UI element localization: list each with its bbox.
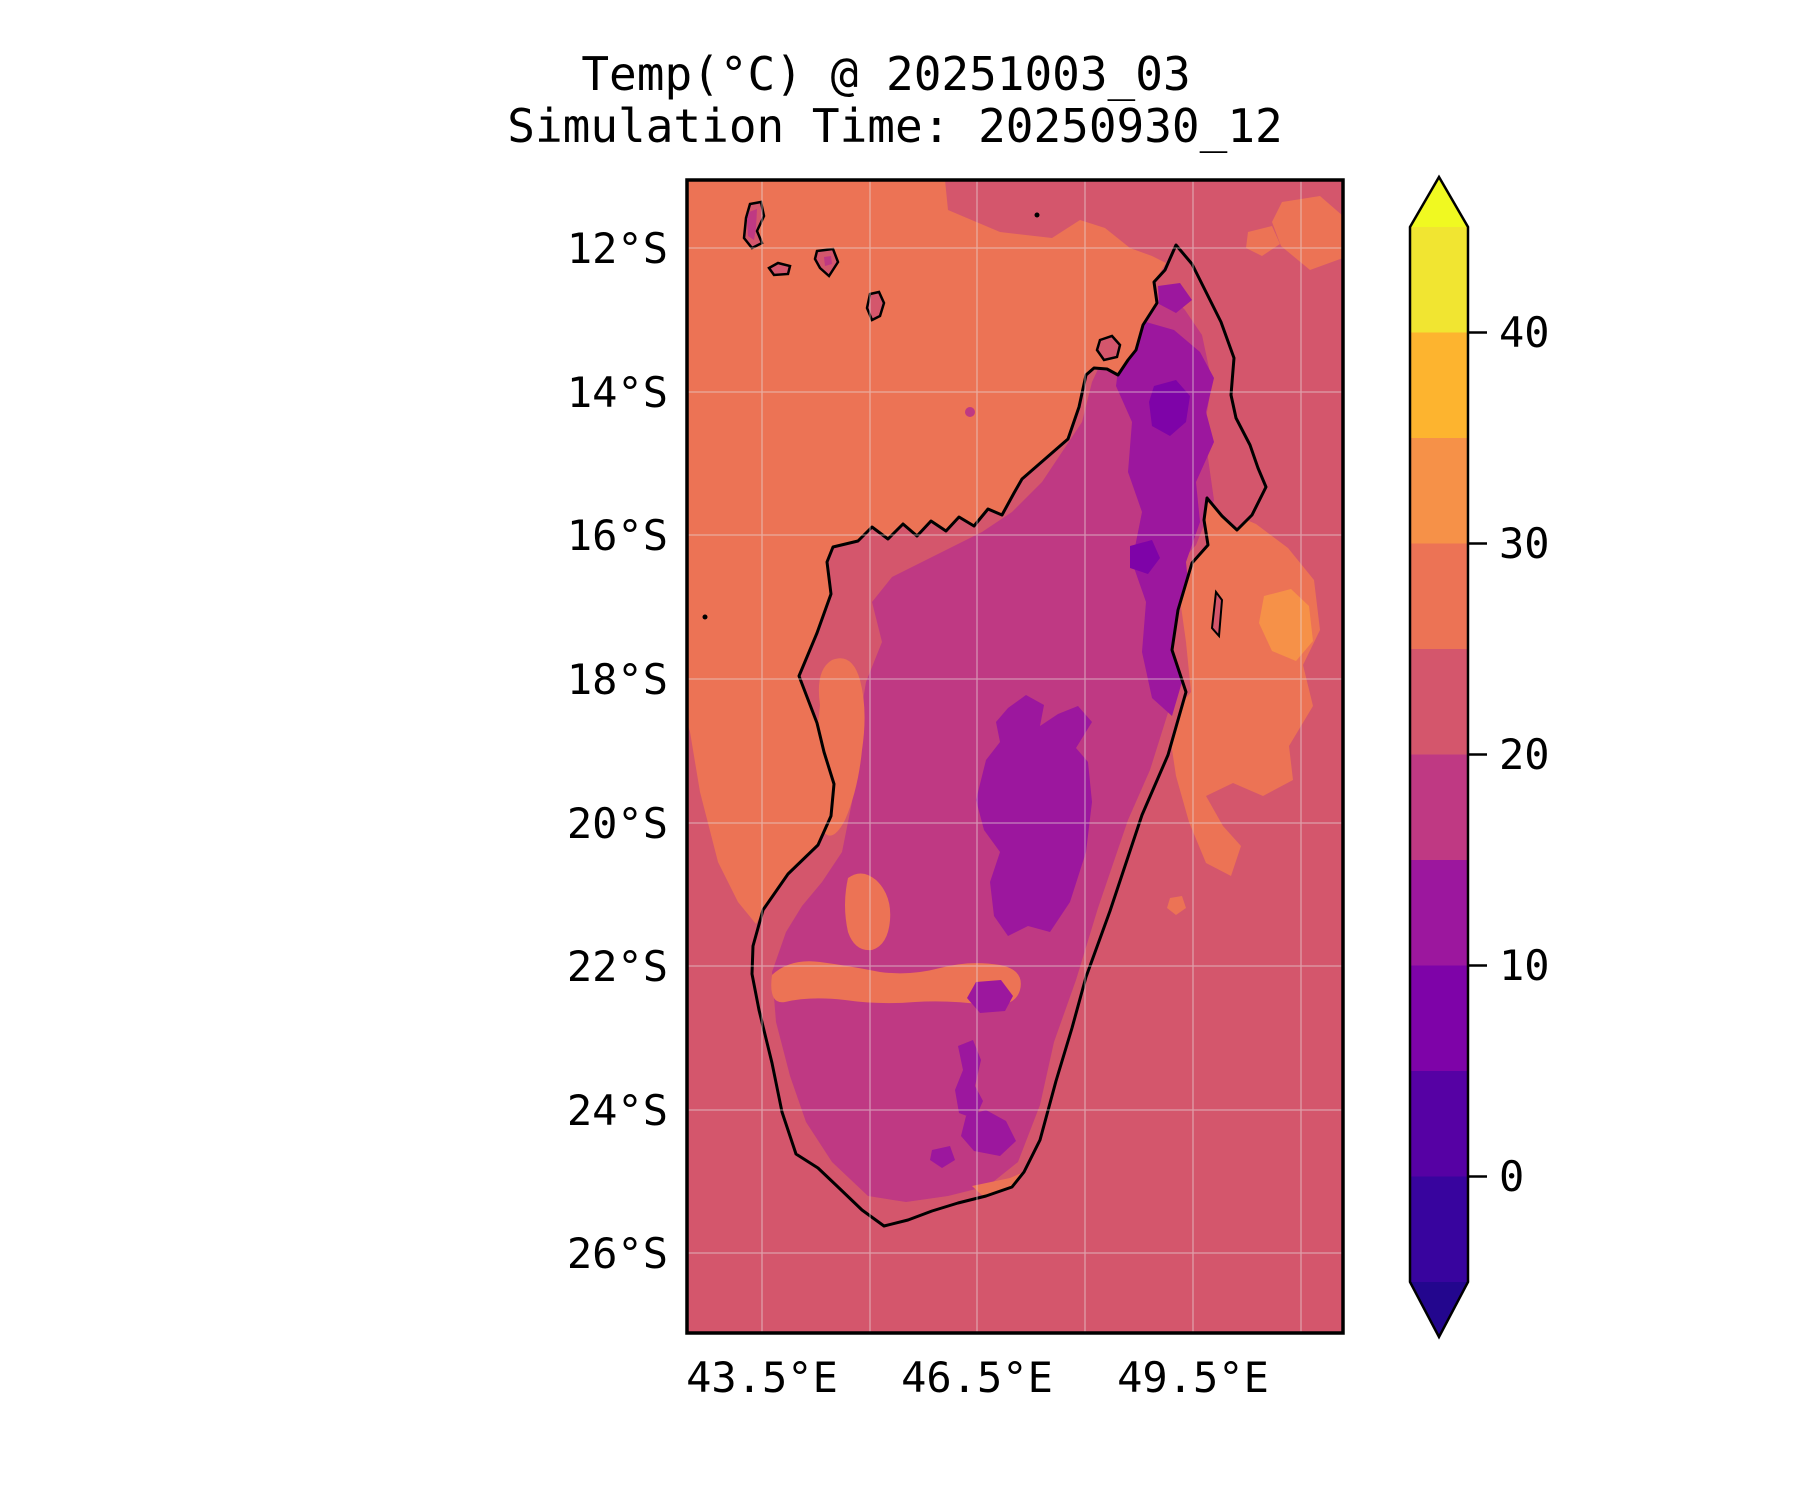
colorbar-extend-under <box>1410 1282 1468 1337</box>
plot-subtitle: Simulation Time: 20250930_12 <box>507 99 1282 153</box>
map-area <box>687 180 1343 1333</box>
colorbar-band <box>1410 543 1468 649</box>
lat-tick-label: 22°S <box>567 942 668 991</box>
lat-tick-label: 24°S <box>567 1086 668 1135</box>
colorbar: 40 30 20 10 0 <box>1408 174 1550 1340</box>
highlands-south-spot-2 <box>930 1146 955 1168</box>
ocean-warm-northwest-region <box>687 180 1166 924</box>
island-warm-patch-west-2 <box>845 873 891 951</box>
ocean-warm-topright-patch <box>1272 196 1343 270</box>
highlands-south-blob <box>961 1110 1016 1156</box>
highlands-north-tip-patch <box>1158 283 1192 313</box>
lon-tick-label: 46.5°E <box>901 1353 1053 1402</box>
colorbar-tick-label: 10 <box>1499 941 1550 990</box>
highlands-central-region <box>976 695 1092 936</box>
islet-dot-west <box>702 614 708 620</box>
cold-core-northeast-2 <box>1130 540 1160 574</box>
ocean-warm-speck <box>1167 896 1186 915</box>
lon-tick-label: 49.5°E <box>1117 1353 1269 1402</box>
colorbar-band <box>1410 227 1468 333</box>
lat-tick-label: 12°S <box>567 224 668 273</box>
highlands-south-spot <box>967 980 1013 1013</box>
lat-tick-label: 26°S <box>567 1229 668 1278</box>
colorbar-ticks <box>1468 331 1487 1178</box>
cold-core-tsaratanana <box>1149 380 1190 436</box>
island-nosy-be <box>1095 334 1122 362</box>
colorbar-band <box>1410 1176 1468 1282</box>
colorbar-extend-over <box>1410 177 1468 227</box>
colorbar-tick-label: 40 <box>1499 308 1550 357</box>
island-warm-band-south <box>771 961 1021 1006</box>
island-anjouan-cool-dot <box>824 256 832 266</box>
colorbar-tick-label: 30 <box>1499 519 1550 568</box>
lat-tick-label: 16°S <box>567 511 668 560</box>
colorbar-tick-label: 0 <box>1499 1152 1524 1201</box>
colorbar-outline <box>1408 174 1470 1340</box>
lat-tick-label: 14°S <box>567 368 668 417</box>
x-axis-labels: 43.5°E 46.5°E 49.5°E <box>686 1353 1269 1402</box>
colorbar-band <box>1410 1071 1468 1177</box>
colorbar-band <box>1410 332 1468 438</box>
colorbar-band <box>1410 649 1468 755</box>
colorbar-tick-labels: 40 30 20 10 0 <box>1499 308 1550 1201</box>
plot-title: Temp(°C) @ 20251003_03 <box>581 47 1190 101</box>
colorbar-band <box>1410 860 1468 966</box>
highlands-south-crescent <box>955 1040 983 1119</box>
islet-speck-northwest <box>965 407 975 417</box>
islet-dot-north <box>1034 212 1040 218</box>
y-axis-labels: 12°S 14°S 16°S 18°S 20°S 22°S 24°S 26°S <box>567 224 668 1278</box>
island-moheli <box>767 261 792 277</box>
lon-tick-label: 43.5°E <box>686 1353 838 1402</box>
colorbar-band <box>1410 438 1468 544</box>
island-sainte-marie <box>1210 589 1224 639</box>
colorbar-band <box>1410 965 1468 1071</box>
colorbar-tick-label: 20 <box>1499 730 1550 779</box>
island-grande-comore-cool-patch <box>747 209 757 240</box>
map-frame <box>685 178 1345 1335</box>
madagascar-coastline <box>750 243 1268 1228</box>
lat-tick-label: 20°S <box>567 799 668 848</box>
colorbar-band <box>1410 754 1468 860</box>
island-mayotte <box>865 290 886 322</box>
lat-tick-label: 18°S <box>567 655 668 704</box>
ocean-hot-east-patch <box>1259 589 1313 661</box>
graticule <box>687 180 1343 1333</box>
